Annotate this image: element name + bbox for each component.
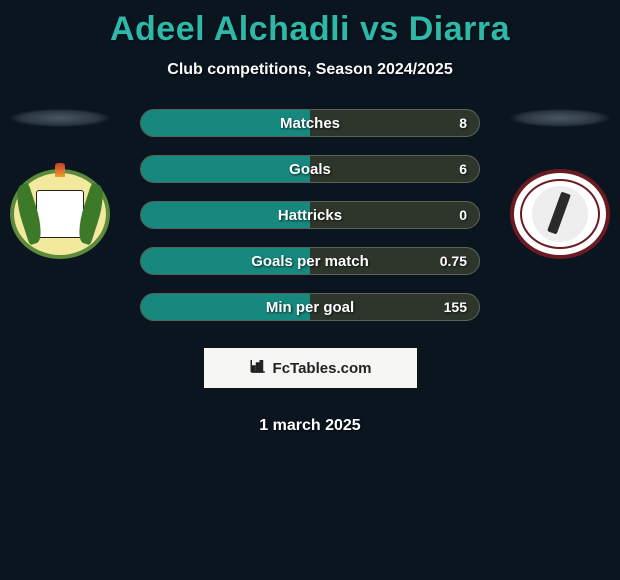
stat-label: Matches [141, 115, 479, 132]
left-column [0, 109, 120, 259]
stat-row-goals: Goals 6 [140, 155, 480, 183]
page-title: Adeel Alchadli vs Diarra [0, 10, 620, 49]
player-placeholder-left [10, 109, 110, 127]
page-header: Adeel Alchadli vs Diarra Club competitio… [0, 0, 620, 79]
stat-right-value: 8 [459, 115, 467, 131]
comparison-layout: Matches 8 Goals 6 Hattricks 0 Goals per … [0, 109, 620, 435]
branding-label: FcTables.com [273, 360, 372, 377]
stat-label: Hattricks [141, 207, 479, 224]
team-logo-left [10, 169, 110, 259]
stat-row-hattricks: Hattricks 0 [140, 201, 480, 229]
chart-icon [249, 357, 267, 379]
stat-row-mpg: Min per goal 155 [140, 293, 480, 321]
stat-row-gpm: Goals per match 0.75 [140, 247, 480, 275]
stat-right-value: 155 [444, 299, 467, 315]
stat-right-value: 0 [459, 207, 467, 223]
branding-box[interactable]: FcTables.com [203, 347, 418, 389]
stat-label: Goals per match [141, 253, 479, 270]
stat-right-value: 0.75 [440, 253, 467, 269]
stat-label: Goals [141, 161, 479, 178]
right-column [500, 109, 620, 259]
page-subtitle: Club competitions, Season 2024/2025 [0, 61, 620, 79]
stat-row-matches: Matches 8 [140, 109, 480, 137]
team-logo-right [510, 169, 610, 259]
footer-date: 1 march 2025 [259, 417, 360, 435]
stats-column: Matches 8 Goals 6 Hattricks 0 Goals per … [120, 109, 500, 435]
player-placeholder-right [510, 109, 610, 127]
stat-label: Min per goal [141, 299, 479, 316]
stat-right-value: 6 [459, 161, 467, 177]
